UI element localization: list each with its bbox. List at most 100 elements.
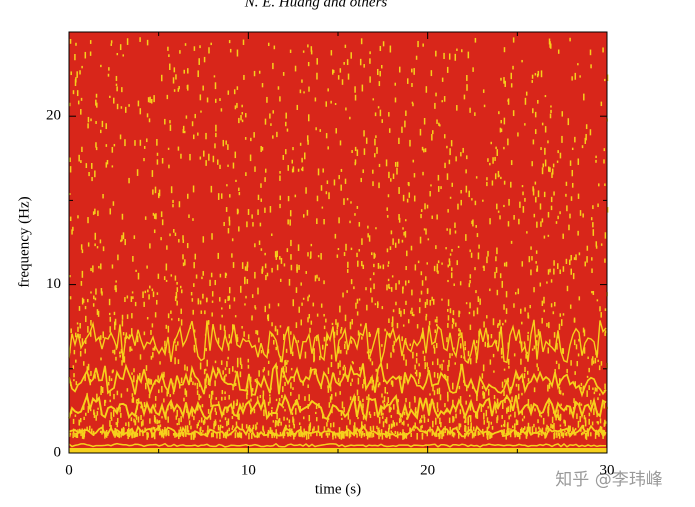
texture-dot bbox=[120, 428, 123, 436]
texture-dot bbox=[325, 133, 328, 139]
texture-dot bbox=[353, 286, 355, 290]
texture-dot bbox=[236, 357, 239, 365]
texture-dot bbox=[84, 51, 87, 59]
texture-dot bbox=[180, 285, 182, 289]
texture-ridge bbox=[68, 424, 607, 439]
texture-dot bbox=[530, 404, 532, 411]
texture-dot bbox=[464, 341, 466, 347]
texture-dot bbox=[76, 322, 79, 325]
texture-dot bbox=[314, 97, 317, 102]
texture-dot bbox=[322, 344, 324, 350]
texture-dot bbox=[574, 427, 577, 431]
texture-dot bbox=[72, 365, 75, 369]
texture-dot bbox=[169, 120, 171, 124]
texture-dot bbox=[442, 431, 445, 437]
texture-dot bbox=[590, 432, 592, 437]
y-tick-label: 0 bbox=[54, 444, 62, 460]
texture-dot bbox=[302, 297, 305, 300]
texture-dot bbox=[494, 173, 497, 180]
texture-ridge bbox=[68, 360, 607, 398]
texture-dot bbox=[508, 358, 510, 365]
texture-dot bbox=[431, 430, 434, 436]
texture-dot bbox=[394, 161, 397, 167]
texture-dot bbox=[295, 287, 298, 293]
texture-dot bbox=[240, 364, 243, 369]
texture-dot bbox=[301, 302, 303, 306]
texture-dot bbox=[170, 404, 172, 410]
texture-dot bbox=[443, 96, 446, 102]
texture-dot bbox=[507, 430, 509, 433]
texture-dot bbox=[344, 341, 347, 344]
texture-dot bbox=[74, 414, 77, 417]
texture-dot bbox=[420, 271, 423, 276]
texture-dot bbox=[256, 330, 259, 336]
texture-dot bbox=[356, 205, 359, 209]
texture-dot bbox=[180, 289, 183, 294]
texture-dot bbox=[395, 301, 397, 306]
texture-dot bbox=[232, 162, 235, 169]
texture-dot bbox=[167, 325, 170, 333]
texture-dot bbox=[310, 251, 312, 258]
texture-dot bbox=[75, 332, 77, 338]
texture-dot bbox=[513, 353, 516, 357]
texture-dot bbox=[83, 361, 85, 366]
texture-dot bbox=[547, 234, 550, 237]
texture-dot bbox=[261, 146, 264, 151]
texture-dot bbox=[246, 264, 248, 272]
texture-dot bbox=[583, 430, 586, 434]
texture-dot bbox=[274, 421, 277, 428]
texture-dot bbox=[569, 160, 572, 166]
texture-dot bbox=[441, 363, 443, 371]
texture-dot bbox=[307, 296, 309, 302]
texture-dot bbox=[303, 91, 305, 94]
texture-dot bbox=[87, 242, 90, 247]
texture-dot bbox=[81, 249, 84, 254]
texture-dot bbox=[451, 267, 453, 272]
texture-dot bbox=[396, 422, 398, 426]
texture-dot bbox=[503, 204, 505, 208]
texture-dot bbox=[81, 270, 84, 278]
texture-dot bbox=[109, 420, 111, 427]
texture-dot bbox=[503, 304, 505, 310]
texture-dot bbox=[562, 432, 565, 439]
texture-dot bbox=[537, 190, 540, 198]
texture-dot bbox=[170, 186, 173, 194]
texture-dot bbox=[146, 432, 148, 440]
texture-dot bbox=[96, 411, 99, 416]
texture-dot bbox=[126, 314, 129, 319]
texture-dot bbox=[586, 375, 589, 378]
texture-dot bbox=[357, 417, 359, 420]
texture-dot bbox=[479, 298, 481, 305]
texture-dot bbox=[411, 307, 413, 311]
texture-dot bbox=[337, 248, 340, 251]
texture-dot bbox=[146, 113, 149, 118]
texture-dot bbox=[302, 214, 305, 218]
texture-dot bbox=[549, 167, 551, 173]
texture-dot bbox=[99, 430, 102, 433]
texture-dot bbox=[591, 358, 593, 366]
texture-dot bbox=[524, 366, 526, 372]
texture-dot bbox=[326, 343, 328, 346]
texture-dot bbox=[511, 396, 513, 402]
texture-dot bbox=[562, 348, 565, 354]
texture-dot bbox=[78, 428, 81, 434]
texture-dot bbox=[214, 98, 217, 103]
texture-dot bbox=[100, 263, 102, 270]
texture-dot bbox=[121, 87, 123, 93]
texture-dot bbox=[579, 75, 581, 78]
texture-dot bbox=[84, 338, 87, 345]
texture-dot bbox=[517, 393, 520, 400]
texture-dot bbox=[598, 365, 601, 371]
texture-dot bbox=[592, 229, 595, 236]
texture-dot bbox=[284, 360, 286, 367]
texture-dot bbox=[193, 432, 195, 440]
texture-dot bbox=[283, 263, 286, 267]
texture-dot bbox=[95, 142, 97, 148]
y-axis-label: frequency (Hz) bbox=[16, 196, 32, 287]
texture-dot bbox=[211, 291, 214, 297]
texture-dot bbox=[346, 59, 349, 66]
texture-dot bbox=[468, 311, 471, 315]
texture-dot bbox=[526, 231, 528, 234]
texture-dot bbox=[341, 79, 344, 85]
texture-dot bbox=[91, 162, 93, 169]
